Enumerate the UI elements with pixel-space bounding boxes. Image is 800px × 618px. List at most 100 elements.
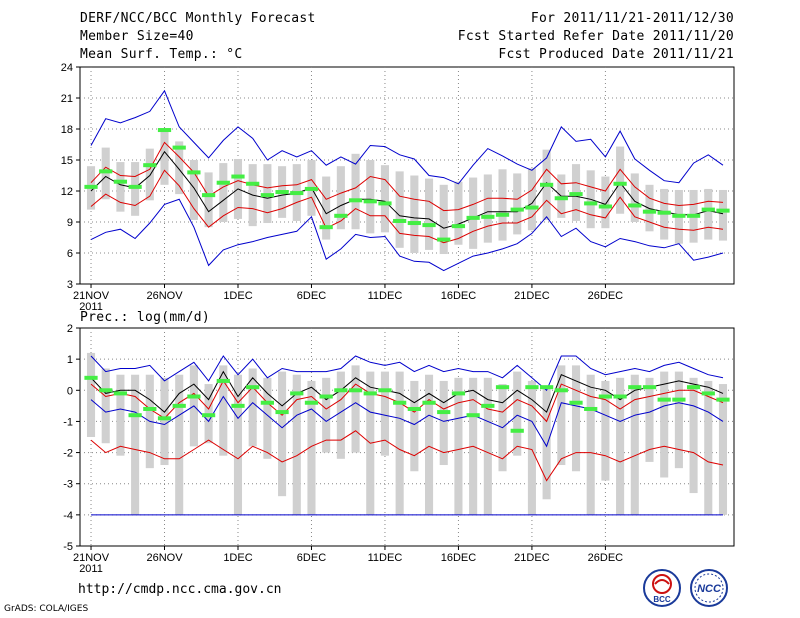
prec-xtick-label: 26DEC <box>588 552 624 564</box>
temp-ensemble-box <box>233 158 243 219</box>
prec-ensemble-box <box>395 371 404 515</box>
temp-ensemble-box <box>204 172 213 228</box>
temp-climate-mark <box>260 193 274 198</box>
forecast-start-date: Fcst Started Refer Date 2011/11/20 <box>457 29 734 44</box>
prec-ensemble-box <box>160 377 169 466</box>
temp-climate-mark <box>701 207 715 212</box>
temp-climate-mark <box>348 198 363 203</box>
temp-ensemble-box <box>513 173 522 235</box>
temp-ensemble-box <box>351 153 360 230</box>
temp-ensemble-box <box>219 163 228 222</box>
temp-ensemble-box <box>527 168 536 231</box>
bcc-logo: BCC <box>643 569 681 607</box>
prec-climate-mark <box>407 406 421 411</box>
prec-climate-mark <box>613 394 627 399</box>
prec-climate-mark <box>201 413 216 418</box>
temp-ensemble-box <box>336 166 345 230</box>
temp-ensemble-box <box>189 160 198 220</box>
prec-climate-mark <box>628 385 642 390</box>
prec-ytick-label: 1 <box>67 354 73 366</box>
website-url[interactable]: http://cmdp.ncc.cma.gov.cn <box>78 582 282 597</box>
prec-climate-mark <box>348 388 363 393</box>
prec-climate-mark <box>466 413 480 418</box>
temp-climate-mark <box>510 207 524 212</box>
temp-ensemble-box <box>425 178 434 250</box>
prec-climate-mark <box>172 403 186 408</box>
temp-climate-mark <box>554 196 568 201</box>
temp-ensemble-box <box>630 173 639 222</box>
temp-climate-mark <box>628 203 642 208</box>
temp-xtick-label: 1DEC <box>223 290 252 302</box>
prec-climate-mark <box>657 397 671 402</box>
temp-xtick-label: 11DEC <box>368 290 403 302</box>
prec-ensemble-box <box>145 374 154 469</box>
temp-ensemble-box <box>307 160 316 216</box>
prec-ensemble-box <box>366 371 375 515</box>
prec-climate-mark <box>510 428 524 433</box>
temp-climate-mark <box>216 180 230 185</box>
temp-ensemble-box <box>674 189 683 244</box>
prec-climate-mark <box>260 400 274 405</box>
prec-climate-mark <box>113 391 128 396</box>
prec-ytick-label: 0 <box>67 385 73 397</box>
prec-climate-mark <box>304 400 319 405</box>
temp-ytick-label: 15 <box>61 155 73 167</box>
temp-ensemble-box <box>660 188 669 240</box>
temp-ytick-label: 12 <box>61 186 73 198</box>
temp-ensemble-box <box>439 184 448 255</box>
prec-ensemble-box <box>410 380 419 472</box>
prec-xtick-label: 1DEC <box>223 552 252 564</box>
prec-ensemble-box <box>527 380 536 515</box>
prec-climate-mark <box>84 375 98 380</box>
prec-xtick-label: 26NOV <box>146 552 183 564</box>
prec-ensemble-box <box>116 374 125 456</box>
temp-climate-mark <box>290 191 304 196</box>
temp-ensemble-box <box>689 189 698 243</box>
temp-xtick-label: 16DEC <box>441 290 477 302</box>
temp-climate-mark <box>422 223 436 228</box>
precipitation-plot-frame <box>79 327 735 547</box>
temp-ytick-label: 9 <box>67 217 73 229</box>
temp-climate-mark <box>246 181 260 186</box>
prec-ensemble-box <box>233 374 243 515</box>
prec-ensemble-box <box>307 380 316 515</box>
prec-ensemble-box <box>454 377 463 515</box>
temp-ensemble-box <box>395 171 404 248</box>
prec-ensemble-box <box>586 374 595 515</box>
temp-ensemble-box <box>645 184 654 232</box>
temp-ensemble-box <box>131 162 140 216</box>
temp-xtick-label: 26NOV <box>146 290 183 302</box>
prec-climate-mark <box>451 391 466 396</box>
temp-climate-mark <box>672 213 686 218</box>
prec-ensemble-box <box>483 377 492 515</box>
temp-ensemble-box <box>86 166 96 210</box>
prec-ensemble-box <box>131 374 140 515</box>
prec-climate-mark <box>334 388 348 393</box>
temp-climate-mark <box>481 214 495 219</box>
temp-mean-line <box>90 150 724 229</box>
grads-credit: GrADS: COLA/IGES <box>4 604 89 614</box>
temp-ensemble-box <box>145 148 154 201</box>
prec-climate-mark <box>128 413 142 418</box>
temp-max-line <box>90 89 724 185</box>
prec-climate-mark <box>157 416 172 421</box>
temp-ensemble-box <box>542 149 551 220</box>
member-size: Member Size=40 <box>80 29 194 44</box>
temp-climate-mark <box>201 193 216 198</box>
temp-ensemble-box <box>248 164 257 227</box>
prec-climate-mark <box>378 388 392 393</box>
prec-climate-mark <box>143 406 157 411</box>
temp-ensemble-box <box>278 166 287 218</box>
temp-ytick-label: 6 <box>67 248 73 260</box>
temp-ensemble-box <box>380 165 389 233</box>
temp-xtick-label: 26DEC <box>588 290 624 302</box>
temp-ytick-label: 18 <box>61 124 73 136</box>
prec-ensemble-box <box>292 374 301 515</box>
temp-ensemble-box <box>454 181 463 245</box>
prec-ensemble-box <box>322 377 331 453</box>
prec-ensemble-box <box>175 374 184 515</box>
temp-climate-mark <box>231 174 245 179</box>
temp-climate-mark <box>451 224 466 229</box>
temp-ensemble-box <box>116 162 125 212</box>
